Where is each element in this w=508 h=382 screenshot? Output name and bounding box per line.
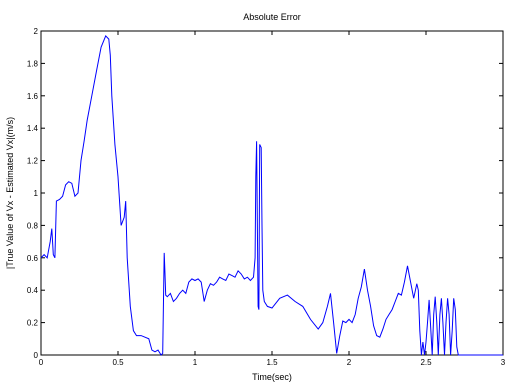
chart-title: Absolute Error xyxy=(243,12,301,22)
x-tick-label: 2 xyxy=(347,358,352,367)
y-ticks: 0 0.2 0.4 0.6 0.8 1 1.2 1.4 1.6 1.8 2 xyxy=(27,27,503,360)
series-line xyxy=(40,35,503,356)
x-tick-label: 0.5 xyxy=(112,358,124,367)
x-tick-label: 3 xyxy=(501,358,506,367)
x-ticks: 0 0.5 1 1.5 2 2.5 3 xyxy=(39,31,506,367)
x-tick-label: 1 xyxy=(193,358,198,367)
y-tick-label: 0.4 xyxy=(27,286,39,295)
x-axis-label: Time(sec) xyxy=(252,372,292,382)
y-tick-label: 1.4 xyxy=(27,124,39,133)
y-tick-label: 1.2 xyxy=(27,157,39,166)
y-tick-label: 0.2 xyxy=(27,319,39,328)
y-tick-label: 0.6 xyxy=(27,254,39,263)
plot-area xyxy=(40,30,504,356)
y-tick-label: 1.8 xyxy=(27,59,39,68)
y-tick-label: 0.8 xyxy=(27,221,39,230)
y-tick-label: 2 xyxy=(34,27,39,36)
x-tick-label: 1.5 xyxy=(266,358,278,367)
y-axis-label: |True Value of Vx - Estimated Vx|(m/s) xyxy=(5,117,15,269)
y-tick-label: 1 xyxy=(34,189,39,198)
x-tick-label: 0 xyxy=(39,358,44,367)
y-tick-label: 1.6 xyxy=(27,92,39,101)
y-tick-label: 0 xyxy=(34,351,39,360)
x-tick-label: 2.5 xyxy=(420,358,432,367)
